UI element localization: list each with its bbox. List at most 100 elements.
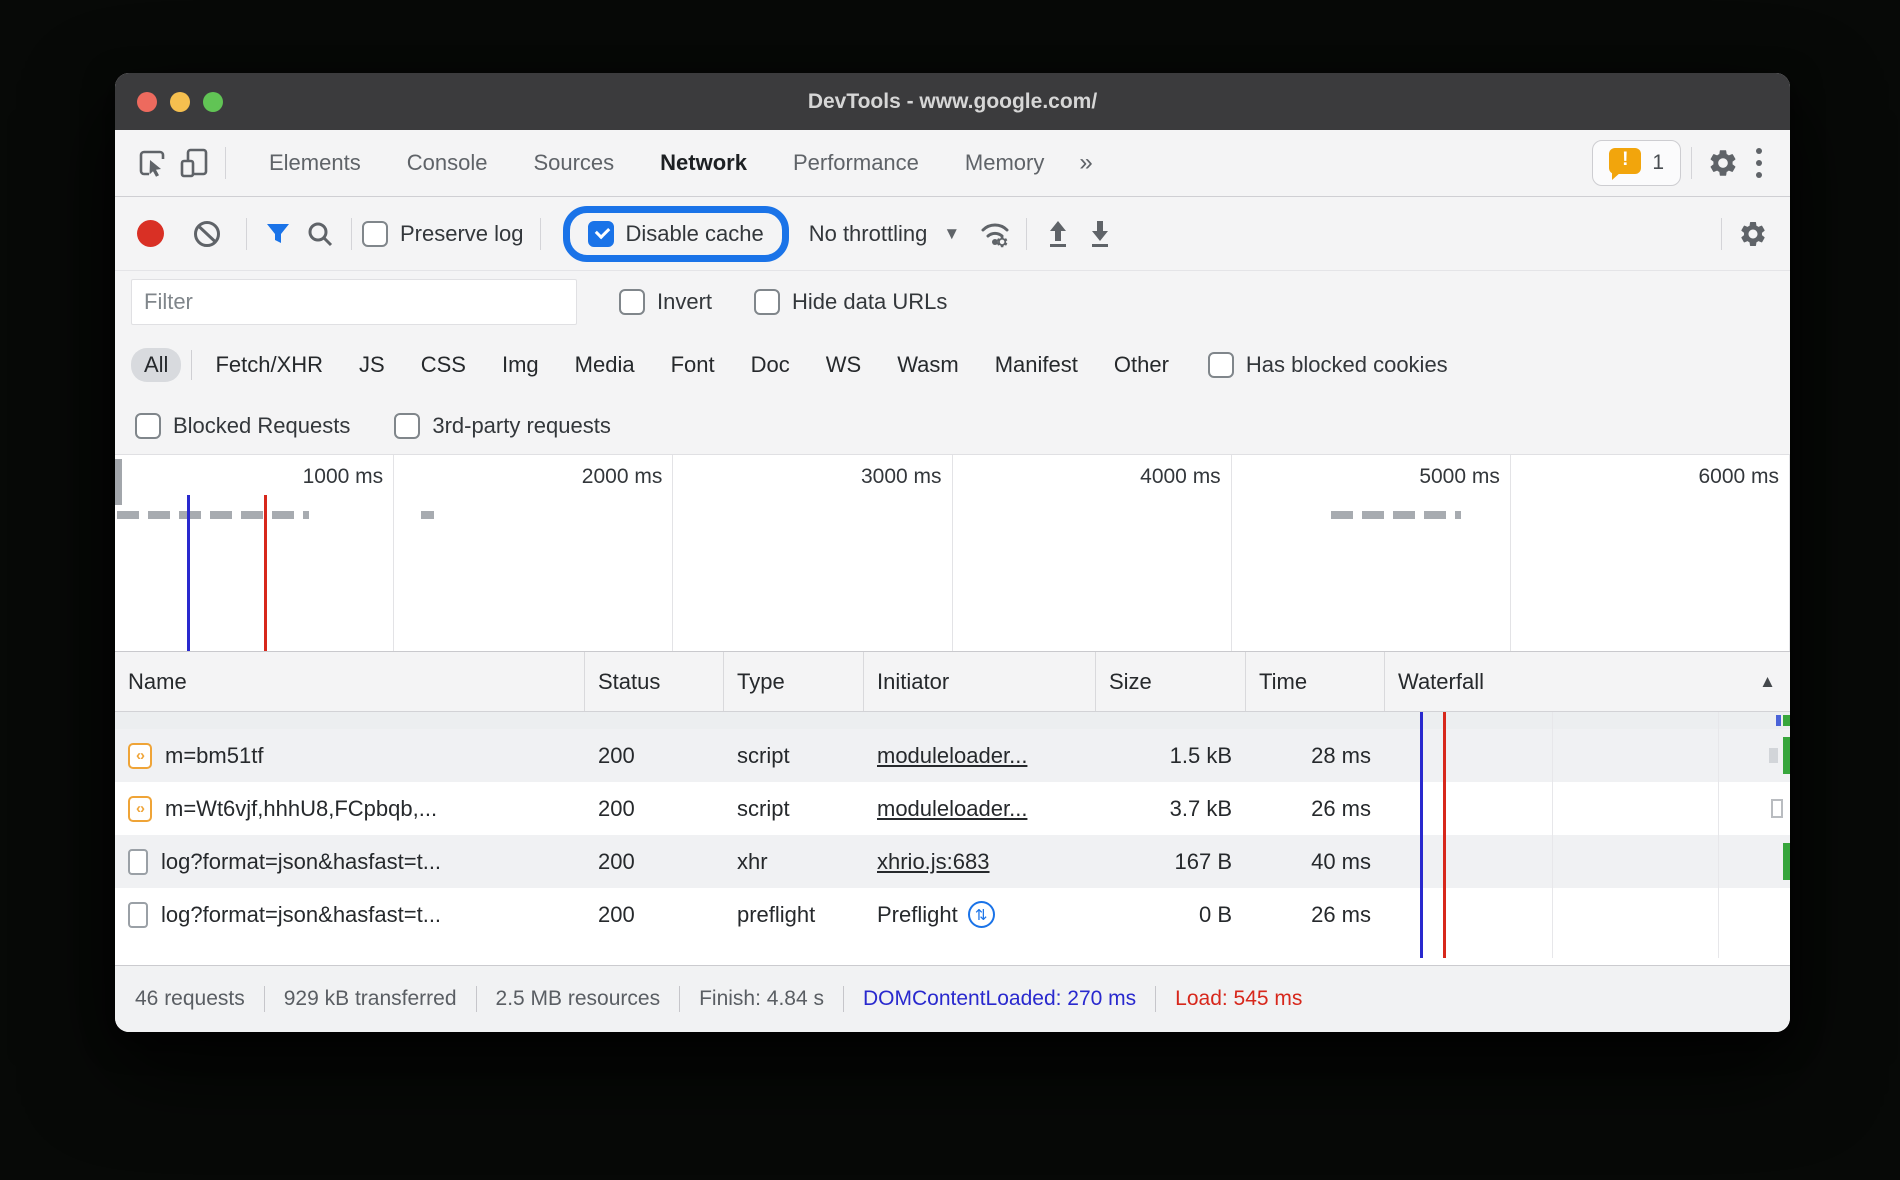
timeline-tick: 1000 ms — [115, 455, 395, 651]
divider — [263, 986, 265, 1012]
waterfall-bar — [1783, 715, 1790, 726]
kebab-menu-icon[interactable] — [1744, 148, 1774, 178]
tab-console[interactable]: Console — [406, 150, 488, 175]
checkbox-unchecked[interactable] — [394, 412, 421, 439]
preserve-log-label: Preserve log — [400, 220, 524, 246]
preflight-icon[interactable]: ⇅ — [967, 901, 995, 928]
sort-ascending-icon: ▲ — [1759, 671, 1776, 691]
table-row-partial[interactable] — [115, 712, 1790, 729]
table-row[interactable]: ‹› m=bm51tf 200 script moduleloader... 1… — [115, 729, 1790, 782]
filter-chip-js[interactable]: JS — [359, 352, 385, 377]
column-header-type[interactable]: Type — [724, 652, 864, 711]
third-party-requests-checkbox[interactable]: 3rd-party requests — [394, 412, 611, 439]
filter-chip-doc[interactable]: Doc — [750, 352, 790, 377]
request-type: script — [737, 742, 790, 768]
filter-chip-manifest[interactable]: Manifest — [994, 352, 1078, 377]
tab-network[interactable]: Network — [660, 150, 747, 175]
hide-data-urls-checkbox[interactable]: Hide data URLs — [754, 289, 947, 315]
initiator-link[interactable]: moduleloader... — [877, 742, 1028, 768]
warning-bubble-icon: ! — [1609, 148, 1642, 180]
tab-performance[interactable]: Performance — [792, 150, 919, 175]
inspect-element-icon[interactable] — [131, 142, 173, 184]
throttling-dropdown[interactable]: No throttling ▼ — [809, 221, 960, 247]
network-conditions-icon[interactable] — [974, 213, 1016, 255]
checkbox-unchecked[interactable] — [754, 289, 781, 315]
checkbox-unchecked[interactable] — [135, 412, 161, 439]
close-window-button[interactable] — [137, 91, 157, 112]
column-header-initiator[interactable]: Initiator — [864, 652, 1096, 711]
filter-chip-media[interactable]: Media — [574, 352, 635, 377]
has-blocked-cookies-label: Has blocked cookies — [1245, 352, 1448, 377]
table-row[interactable]: ‹› m=Wt6vjf,hhhU8,FCpbqb,... 200 script … — [115, 782, 1790, 835]
checkbox-checked[interactable] — [587, 220, 614, 247]
network-overview-timeline[interactable]: 1000 ms 2000 ms 3000 ms 4000 ms 5000 ms … — [115, 454, 1790, 652]
has-blocked-cookies-checkbox[interactable]: Has blocked cookies — [1207, 352, 1448, 378]
import-har-icon[interactable] — [1037, 213, 1079, 255]
invert-label: Invert — [657, 289, 713, 314]
document-file-icon — [128, 901, 148, 928]
tab-sources[interactable]: Sources — [533, 150, 615, 175]
requests-table-body: ‹› m=bm51tf 200 script moduleloader... 1… — [115, 712, 1790, 965]
device-toolbar-icon[interactable] — [173, 142, 215, 184]
more-tabs-icon[interactable]: » — [1079, 149, 1093, 176]
checkbox-unchecked[interactable] — [1207, 352, 1234, 378]
filter-chip-fetch-xhr[interactable]: Fetch/XHR — [215, 352, 324, 377]
column-header-time[interactable]: Time — [1246, 652, 1385, 711]
divider — [475, 986, 477, 1012]
hide-data-urls-label: Hide data URLs — [792, 289, 948, 314]
settings-gear-icon[interactable] — [1702, 142, 1744, 184]
initiator-link[interactable]: moduleloader... — [877, 795, 1028, 821]
divider — [539, 217, 541, 250]
column-header-status[interactable]: Status — [585, 652, 724, 711]
request-status: 200 — [598, 795, 635, 821]
transferred-size: 929 kB transferred — [283, 987, 457, 1010]
filter-chip-font[interactable]: Font — [670, 352, 715, 377]
load-event-marker — [264, 495, 267, 651]
request-status: 200 — [598, 848, 635, 874]
preserve-log-checkbox[interactable]: Preserve log — [362, 220, 524, 247]
network-settings-gear-icon[interactable] — [1732, 213, 1774, 255]
request-size: 167 B — [1174, 848, 1233, 874]
timeline-tick: 5000 ms — [1232, 455, 1511, 651]
filter-chip-css[interactable]: CSS — [420, 352, 466, 377]
divider — [191, 350, 193, 380]
timeline-tick: 3000 ms — [673, 455, 953, 651]
disable-cache-label: Disable cache — [625, 220, 764, 246]
search-icon[interactable] — [299, 213, 341, 255]
filter-chip-other[interactable]: Other — [1113, 352, 1169, 377]
blocked-requests-checkbox[interactable]: Blocked Requests — [135, 412, 350, 439]
column-header-size[interactable]: Size — [1096, 652, 1246, 711]
request-options-row: Blocked Requests 3rd-party requests — [115, 397, 1790, 454]
filter-chip-img[interactable]: Img — [501, 352, 539, 377]
filter-chip-wasm[interactable]: Wasm — [897, 352, 959, 377]
column-header-waterfall[interactable]: Waterfall ▲ — [1385, 652, 1790, 711]
clear-network-log-icon[interactable] — [186, 213, 228, 255]
disable-cache-checkbox[interactable]: Disable cache — [587, 220, 764, 247]
filter-funnel-icon[interactable] — [257, 213, 299, 255]
zoom-window-button[interactable] — [203, 91, 223, 112]
tab-memory[interactable]: Memory — [964, 150, 1045, 175]
request-type: preflight — [737, 901, 816, 927]
filter-row: Invert Hide data URLs — [115, 271, 1790, 333]
initiator-link[interactable]: xhrio.js:683 — [877, 848, 990, 874]
column-header-name[interactable]: Name — [115, 652, 585, 711]
tab-elements[interactable]: Elements — [269, 150, 361, 175]
filter-input[interactable] — [131, 279, 577, 325]
timeline-tick: 4000 ms — [953, 455, 1232, 651]
waterfall-bar — [1771, 799, 1783, 818]
table-row[interactable]: log?format=json&hasfast=t... 200 preflig… — [115, 888, 1790, 941]
table-row[interactable]: log?format=json&hasfast=t... 200 xhr xhr… — [115, 835, 1790, 888]
timeline-activity-bars — [117, 511, 309, 519]
export-har-icon[interactable] — [1079, 213, 1121, 255]
checkbox-unchecked[interactable] — [619, 289, 645, 315]
third-party-requests-label: 3rd-party requests — [432, 412, 611, 438]
record-button[interactable] — [137, 220, 164, 247]
divider — [679, 986, 681, 1012]
checkbox-unchecked[interactable] — [362, 220, 388, 247]
filter-chip-ws[interactable]: WS — [825, 352, 862, 377]
request-time: 26 ms — [1311, 901, 1371, 927]
minimize-window-button[interactable] — [170, 91, 190, 112]
invert-checkbox[interactable]: Invert — [619, 289, 712, 315]
issues-badge[interactable]: ! 1 — [1592, 140, 1681, 186]
filter-chip-all[interactable]: All — [131, 348, 182, 382]
